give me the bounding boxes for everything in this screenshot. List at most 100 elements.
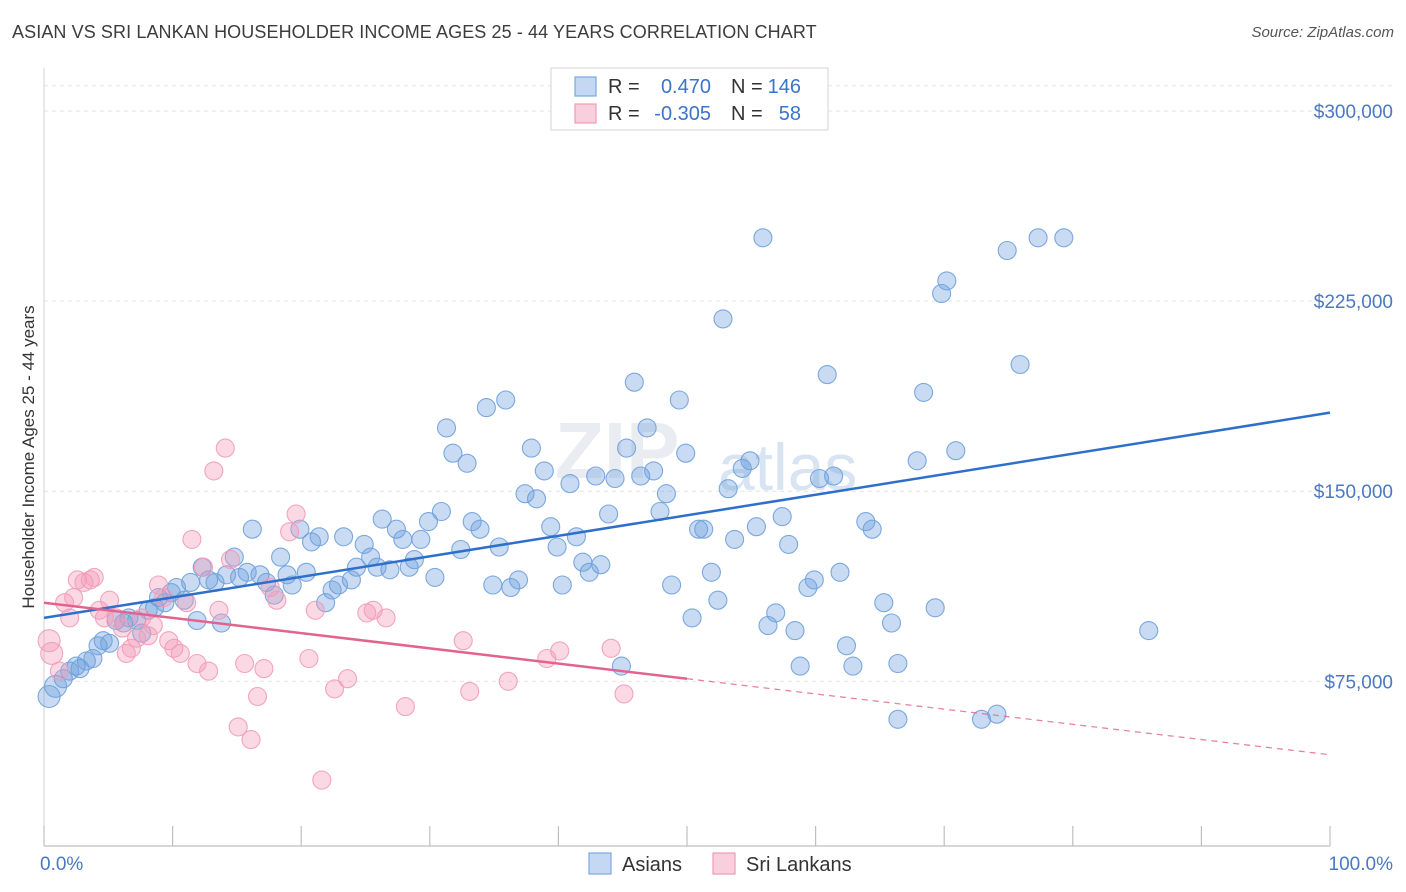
- asian-point-127: [856, 512, 876, 532]
- asians-r-value: 0.470: [661, 76, 711, 98]
- srilankan-point-36: [235, 653, 255, 674]
- asian-point-87: [591, 555, 611, 575]
- srilankan-point-5: [64, 588, 84, 608]
- asian-point-54: [380, 560, 400, 580]
- asian-point-91: [617, 438, 637, 458]
- asian-point-55: [386, 519, 406, 539]
- srilankan-point-27: [182, 529, 202, 549]
- asian-point-135: [932, 283, 952, 304]
- asian-point-79: [541, 517, 561, 537]
- asian-point-139: [987, 704, 1007, 724]
- asian-point-130: [881, 613, 902, 633]
- srilankan-point-31: [204, 461, 224, 481]
- asian-point-122: [817, 365, 837, 385]
- asian-point-67: [462, 512, 482, 532]
- asian-point-92: [624, 372, 644, 392]
- asian-point-86: [586, 466, 606, 486]
- asian-point-101: [682, 608, 702, 628]
- series-legend: Asians Sri Lankans: [588, 852, 852, 876]
- asian-point-120: [804, 570, 824, 590]
- asian-point-112: [753, 228, 773, 248]
- srilankan-point-41: [267, 590, 287, 610]
- srilankan-point-14: [112, 618, 132, 638]
- asian-point-134: [925, 598, 945, 618]
- asian-point-69: [476, 398, 496, 418]
- srilankan-point-3: [55, 593, 75, 613]
- asian-point-80: [547, 537, 567, 557]
- x-tick-labels: 0.0% 100.0%: [40, 854, 1393, 875]
- srilankan-point-48: [337, 669, 358, 689]
- asian-point-123: [824, 466, 844, 486]
- asians-points: [37, 228, 1159, 729]
- asian-point-131: [888, 653, 908, 674]
- srilankan-point-21: [148, 575, 169, 595]
- asian-point-115: [772, 507, 792, 527]
- chart-source: Source: ZipAtlas.com: [1251, 24, 1394, 41]
- srilankan-point-29: [193, 557, 214, 577]
- asian-point-74: [508, 570, 529, 590]
- y-tick-label-0: $75,000: [1324, 672, 1393, 693]
- asian-point-110: [740, 451, 760, 471]
- asian-point-145: [888, 709, 908, 729]
- asian-point-41: [296, 562, 316, 582]
- asian-point-136: [937, 271, 957, 291]
- asian-point-75: [515, 484, 535, 504]
- srilankan-point-19: [138, 626, 158, 646]
- asian-point-137: [946, 441, 966, 461]
- asian-point-125: [836, 636, 857, 656]
- asian-point-121: [809, 468, 830, 489]
- asian-point-76: [521, 438, 541, 458]
- asian-point-64: [443, 443, 463, 463]
- srilankan-point-15: [116, 643, 136, 663]
- asian-point-104: [701, 562, 721, 582]
- legend-swatch-srilankans: [712, 852, 736, 875]
- asian-point-63: [436, 418, 457, 438]
- asian-point-60: [418, 512, 439, 532]
- srilankan-point-53: [453, 631, 473, 651]
- srilankan-point-13: [106, 608, 126, 628]
- asian-point-8: [88, 636, 108, 656]
- srilankan-point-45: [305, 600, 325, 620]
- trend-lines: [43, 411, 1331, 756]
- asian-point-97: [656, 484, 676, 504]
- asian-point-59: [411, 529, 431, 549]
- asian-point-141: [1010, 354, 1030, 375]
- srilankan-point-2: [49, 661, 69, 681]
- srilankan-point-35: [228, 717, 248, 737]
- asian-point-140: [997, 240, 1017, 261]
- srilankan-point-44: [299, 648, 319, 669]
- asian-point-82: [560, 474, 580, 494]
- legend-swatch-asians: [588, 852, 612, 875]
- asian-point-53: [372, 509, 392, 529]
- asian-point-73: [501, 577, 521, 598]
- srilankan-point-1: [40, 641, 64, 665]
- srilankan-point-33: [215, 438, 235, 458]
- asian-point-56: [393, 529, 413, 549]
- srilankan-point-43: [286, 504, 306, 524]
- srilankan-point-30: [199, 661, 219, 681]
- y-tick-labels: $75,000 $150,000 $225,000 $300,000: [1314, 102, 1393, 693]
- asian-point-102: [689, 519, 709, 539]
- asian-point-83: [566, 527, 586, 547]
- asian-point-23: [181, 572, 201, 592]
- asian-point-37: [271, 547, 291, 567]
- asian-point-1: [44, 674, 68, 698]
- asian-point-44: [316, 593, 336, 613]
- asian-point-70: [483, 575, 503, 595]
- asian-point-119: [798, 577, 818, 598]
- srilankan-point-28: [187, 653, 207, 674]
- srilankan-point-55: [498, 671, 518, 691]
- asian-point-116: [779, 534, 799, 554]
- srilankan-point-12: [100, 590, 120, 610]
- asian-point-66: [457, 453, 477, 473]
- y-tick-label-2: $225,000: [1314, 292, 1393, 313]
- asian-point-126: [843, 656, 863, 676]
- asian-point-124: [830, 562, 850, 582]
- srilankan-point-46: [312, 770, 332, 790]
- srilankan-point-47: [325, 679, 345, 699]
- srilankans-r-value: -0.305: [654, 103, 711, 125]
- srilankan-point-16: [121, 638, 141, 658]
- srilankan-point-39: [254, 659, 274, 679]
- asian-point-133: [914, 382, 934, 402]
